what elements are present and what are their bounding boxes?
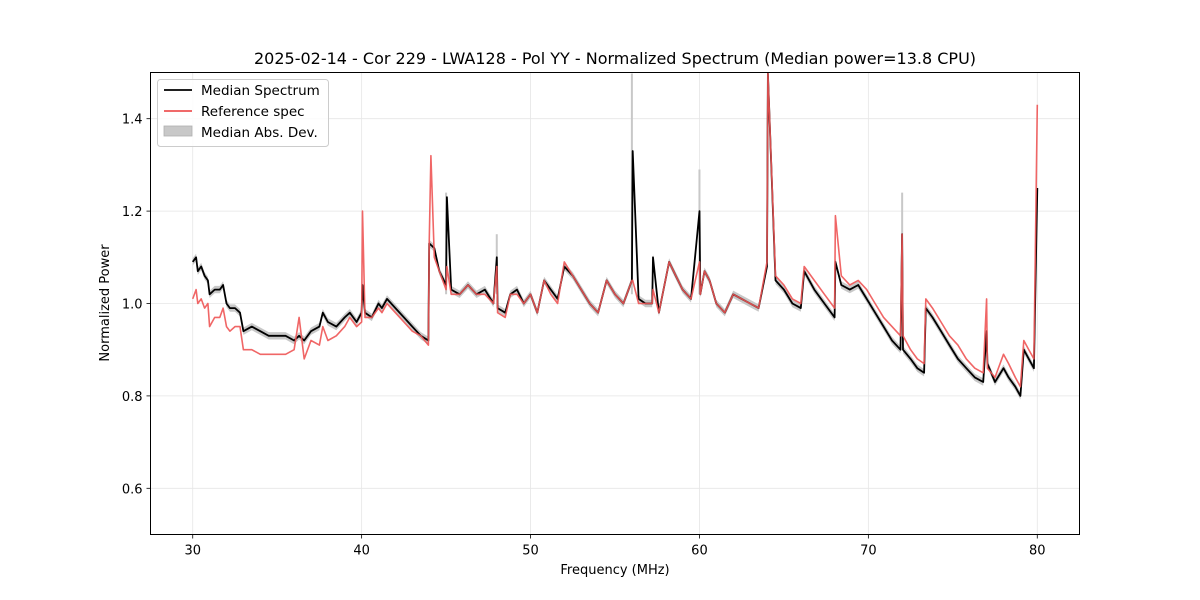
legend-reference-label: Reference spec	[201, 104, 305, 120]
x-tick-label: 80	[1029, 544, 1046, 559]
y-tick-label: 0.6	[122, 482, 143, 497]
series-lines	[191, 72, 1039, 397]
x-tick-label: 60	[691, 544, 708, 559]
y-tick-label: 0.8	[122, 390, 143, 405]
grid	[150, 72, 1080, 535]
legend-box	[157, 79, 329, 147]
y-axis: 0.6 0.8 1.0 1.2 1.4	[122, 113, 151, 497]
legend-median-label: Median Spectrum	[201, 83, 320, 99]
y-tick-label: 1.0	[122, 298, 143, 313]
legend-mad-swatch	[163, 125, 193, 137]
x-axis-label: Frequency (MHz)	[560, 563, 669, 578]
x-tick-label: 50	[522, 544, 539, 559]
legend-mad-label: Median Abs. Dev.	[201, 125, 318, 141]
x-tick-label: 30	[184, 544, 201, 559]
x-axis: 30 40 50 60 70 80	[184, 534, 1046, 559]
y-axis-label: Normalized Power	[98, 244, 113, 362]
x-tick-label: 70	[860, 544, 877, 559]
chart-title: 2025-02-14 - Cor 229 - LWA128 - Pol YY -…	[254, 49, 976, 68]
y-tick-label: 1.2	[122, 205, 143, 220]
y-tick-label: 1.4	[122, 113, 143, 128]
legend: Median Spectrum Reference spec Median Ab…	[157, 79, 329, 147]
reference-spec-line	[191, 72, 1039, 388]
x-tick-label: 40	[353, 544, 370, 559]
